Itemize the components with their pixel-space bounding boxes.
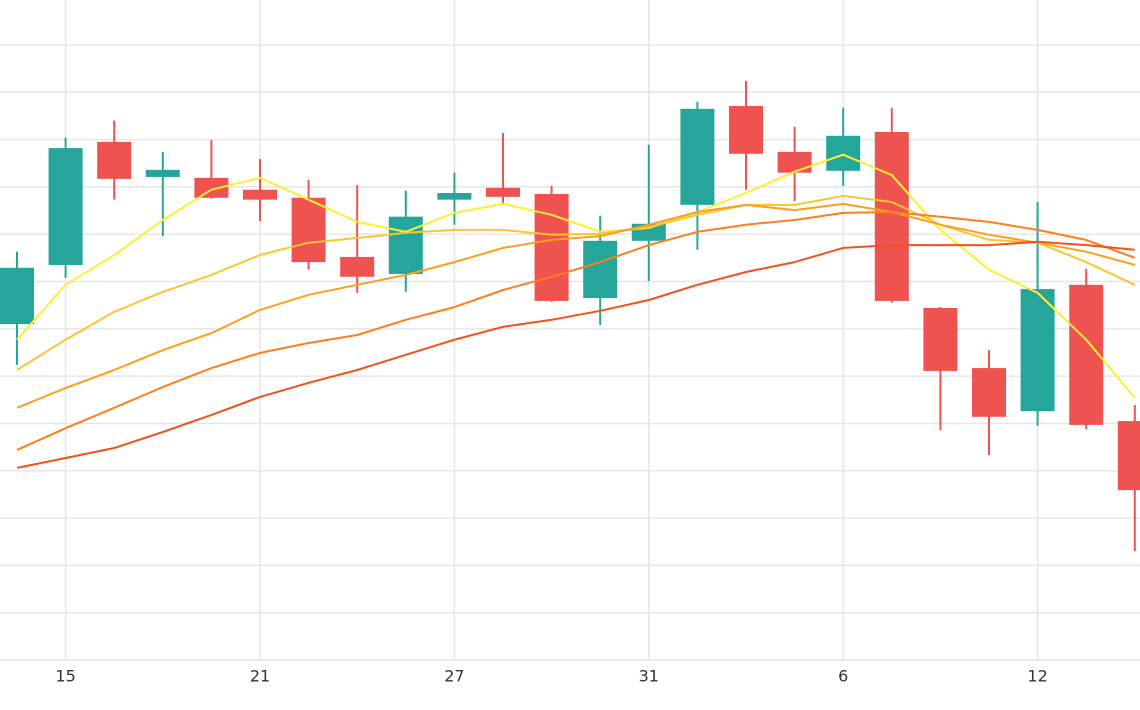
x-tick-label: 6 [838, 667, 848, 686]
candle [923, 307, 958, 431]
x-tick-label: 31 [639, 667, 659, 686]
candle [874, 107, 909, 303]
moving-average-line [16, 211, 1136, 451]
x-tick-label: 21 [250, 667, 270, 686]
candle-body [972, 368, 1006, 417]
candle [388, 190, 423, 292]
candle-body [340, 256, 375, 277]
candle-body [486, 187, 520, 197]
candle-body [1069, 284, 1104, 425]
candle [0, 251, 34, 365]
moving-average-line [16, 202, 1136, 409]
candle [1069, 268, 1104, 430]
candle [1117, 404, 1140, 552]
candle [48, 137, 83, 278]
x-tick-label: 27 [444, 667, 464, 686]
candle [631, 144, 666, 282]
candle [583, 215, 618, 326]
moving-average-line [16, 240, 1135, 469]
candle-body [291, 197, 326, 263]
moving-average-line [16, 153, 1136, 399]
candle-body [1117, 421, 1140, 491]
candle-body [145, 169, 180, 177]
candle [777, 126, 812, 202]
candle-body [874, 132, 909, 301]
candle-body [194, 177, 229, 198]
candle-body [777, 151, 812, 173]
candle-body [729, 105, 763, 154]
candle [534, 185, 569, 302]
candle-body [48, 148, 83, 265]
candle-body [1020, 289, 1055, 412]
candle [486, 132, 520, 203]
candle-body [243, 189, 277, 200]
candle-body [680, 108, 715, 205]
candle-body [923, 308, 958, 371]
candle [729, 80, 763, 190]
candle [680, 101, 715, 250]
candle-body [388, 216, 423, 274]
candle-body [826, 135, 861, 171]
candle [291, 179, 326, 270]
candle-body [0, 267, 34, 325]
candle-body [534, 193, 569, 301]
candle [437, 172, 472, 225]
candle [826, 107, 861, 186]
candle-body [583, 240, 618, 299]
candle [145, 151, 180, 237]
candle-body [97, 141, 132, 179]
candle [1020, 202, 1055, 426]
candle [972, 350, 1006, 456]
candle-body [437, 193, 472, 200]
candle [97, 120, 132, 200]
x-tick-label: 15 [55, 667, 75, 686]
candle [243, 158, 277, 221]
x-tick-label: 12 [1027, 667, 1047, 686]
moving-average-line [16, 194, 1136, 371]
